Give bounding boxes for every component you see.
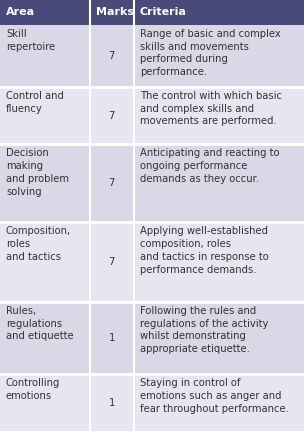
Text: Rules,
regulations
and etiquette: Rules, regulations and etiquette [6,306,74,341]
Text: Decision
making
and problem
solving: Decision making and problem solving [6,148,69,197]
Text: Control and
fluency: Control and fluency [6,91,64,114]
Text: 7: 7 [109,257,115,267]
Text: Area: Area [6,7,35,17]
Text: Composition,
roles
and tactics: Composition, roles and tactics [6,226,71,262]
Bar [0,87,304,144]
Text: Staying in control of
emotions such as anger and
fear throughout performance.: Staying in control of emotions such as a… [140,378,288,414]
Bar [0,144,304,222]
Text: 1: 1 [109,398,115,408]
Text: Applying well-established
composition, roles
and tactics in response to
performa: Applying well-established composition, r… [140,226,268,275]
Bar [0,0,304,25]
Text: 7: 7 [109,51,115,61]
Text: 7: 7 [109,178,115,188]
Text: Following the rules and
regulations of the activity
whilst demonstrating
appropr: Following the rules and regulations of t… [140,306,268,354]
Bar [0,375,304,432]
Text: Anticipating and reacting to
ongoing performance
demands as they occur.: Anticipating and reacting to ongoing per… [140,148,279,184]
Bar [0,25,304,87]
Text: Skill
repertoire: Skill repertoire [6,29,55,51]
Bar [0,302,304,375]
Text: Marks: Marks [96,7,134,17]
Bar [0,222,304,302]
Text: Controlling
emotions: Controlling emotions [6,378,60,401]
Text: The control with which basic
and complex skills and
movements are performed.: The control with which basic and complex… [140,91,282,126]
Text: Criteria: Criteria [140,7,187,17]
Text: 7: 7 [109,111,115,121]
Text: 1: 1 [109,333,115,343]
Text: Range of basic and complex
skills and movements
performed during
performance.: Range of basic and complex skills and mo… [140,29,281,77]
